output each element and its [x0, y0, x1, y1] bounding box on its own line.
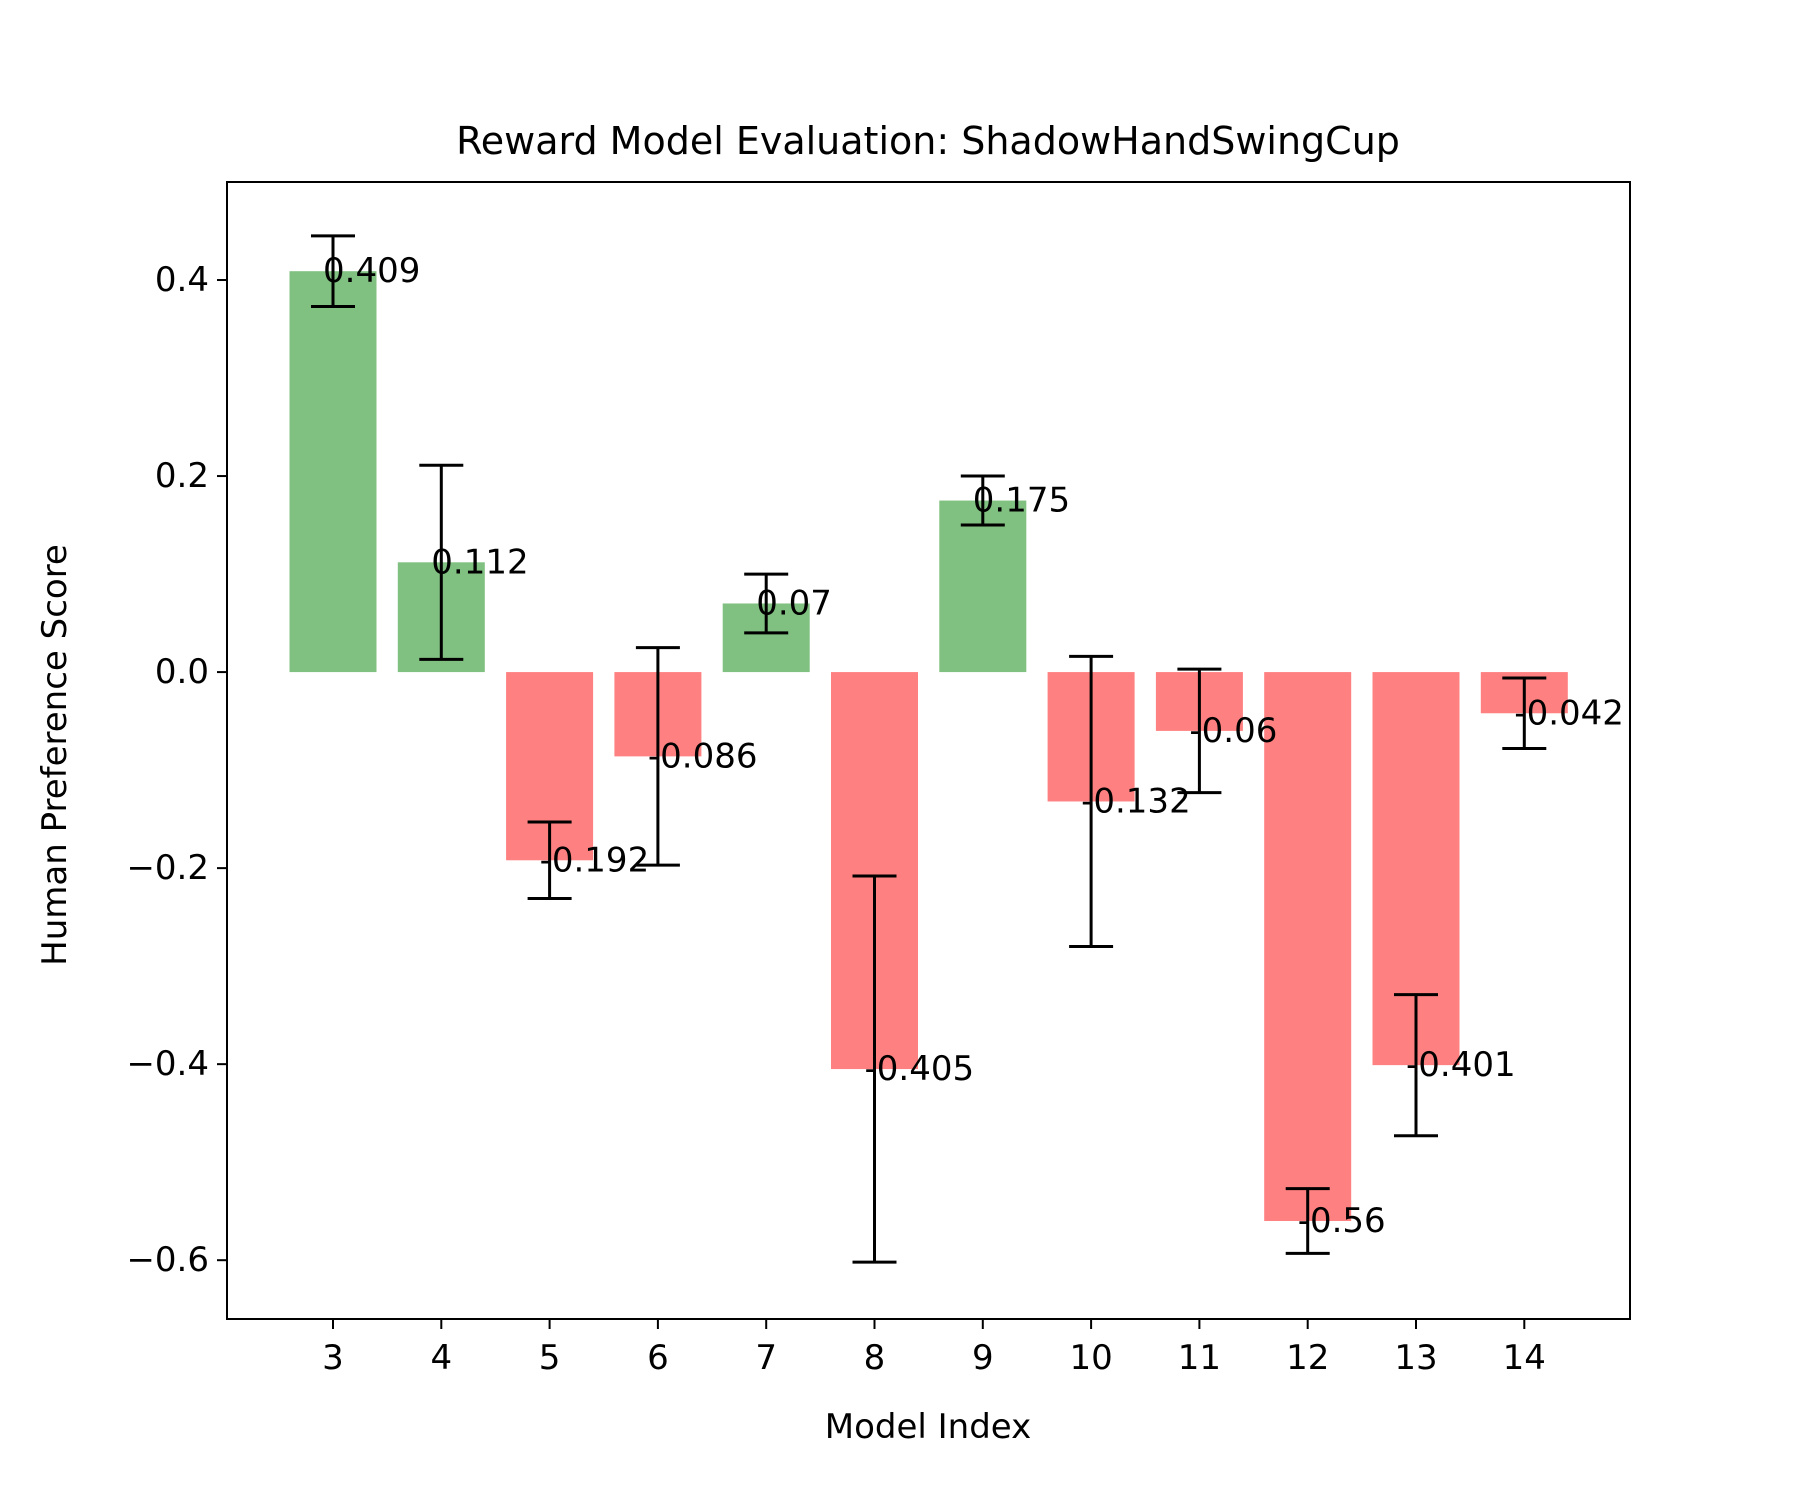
errorbar-model-12 — [1285, 1187, 1330, 1255]
data-label-model-5: -0.192 — [540, 840, 650, 880]
x-tick-label: 12 — [1286, 1338, 1329, 1378]
data-label-model-10: -0.132 — [1081, 781, 1191, 821]
y-axis-label: Human Preference Score — [35, 544, 75, 966]
data-label-model-6: -0.086 — [648, 736, 758, 776]
data-label-model-14: -0.042 — [1514, 693, 1624, 733]
y-tick-label: 0.0 — [155, 652, 209, 692]
data-label-model-8: -0.405 — [865, 1049, 975, 1089]
errorbar-model-7 — [744, 572, 789, 635]
y-tick-label: −0.6 — [126, 1240, 209, 1280]
plot-area-frame — [226, 181, 1631, 1320]
errorbar-model-9 — [960, 474, 1005, 527]
y-tick-label: −0.4 — [126, 1044, 209, 1084]
x-axis-label: Model Index — [825, 1407, 1032, 1447]
bar-model-12 — [1264, 672, 1352, 1221]
data-label-model-12: -0.56 — [1298, 1201, 1386, 1241]
data-label-model-13: -0.401 — [1406, 1045, 1516, 1085]
bar-model-3 — [289, 271, 377, 673]
errorbar-model-6 — [635, 646, 680, 867]
y-tick-label: 0.2 — [155, 456, 209, 496]
x-tick-label: 9 — [972, 1338, 994, 1378]
x-tick-label: 4 — [430, 1338, 452, 1378]
x-tick-label: 7 — [755, 1338, 777, 1378]
x-tick-label: 5 — [539, 1338, 561, 1378]
errorbar-model-3 — [311, 234, 355, 308]
errorbar-model-5 — [527, 820, 572, 901]
x-tick-label: 11 — [1178, 1338, 1221, 1378]
y-tick-label: −0.2 — [126, 848, 209, 888]
data-label-model-7: 0.07 — [756, 583, 832, 623]
errorbar-model-11 — [1177, 667, 1222, 795]
bar-model-9 — [939, 500, 1027, 673]
errorbar-model-14 — [1502, 676, 1547, 751]
data-label-model-3: 0.409 — [323, 251, 420, 291]
x-tick-label: 10 — [1069, 1338, 1112, 1378]
x-tick-label: 14 — [1503, 1338, 1546, 1378]
data-labels-layer: 0.409 0.112 -0.192 -0.086 0.07 -0.405 0.175 -0.… — [323, 251, 1624, 1241]
data-label-model-4: 0.112 — [431, 542, 528, 582]
data-label-model-9: 0.175 — [973, 481, 1070, 521]
x-tick-label: 13 — [1394, 1338, 1437, 1378]
y-tick-label: 0.4 — [155, 260, 209, 300]
errorbar-model-13 — [1394, 993, 1438, 1138]
errorbar-model-10 — [1069, 654, 1114, 949]
x-axis: 3 4 5 6 7 8 9 10 11 12 13 14 — [322, 1319, 1546, 1378]
errorbar-model-4 — [419, 463, 464, 661]
data-label-model-11: -0.06 — [1189, 711, 1277, 751]
errorbars-layer — [311, 234, 1547, 1264]
y-axis: 0.4 0.2 0.0 −0.2 −0.4 −0.6 — [126, 260, 227, 1280]
chart-title: Reward Model Evaluation: ShadowHandSwing… — [456, 119, 1400, 163]
x-tick-label: 8 — [864, 1338, 886, 1378]
errorbar-model-8 — [852, 874, 897, 1264]
x-tick-label: 3 — [322, 1338, 344, 1378]
x-tick-label: 6 — [647, 1338, 669, 1378]
